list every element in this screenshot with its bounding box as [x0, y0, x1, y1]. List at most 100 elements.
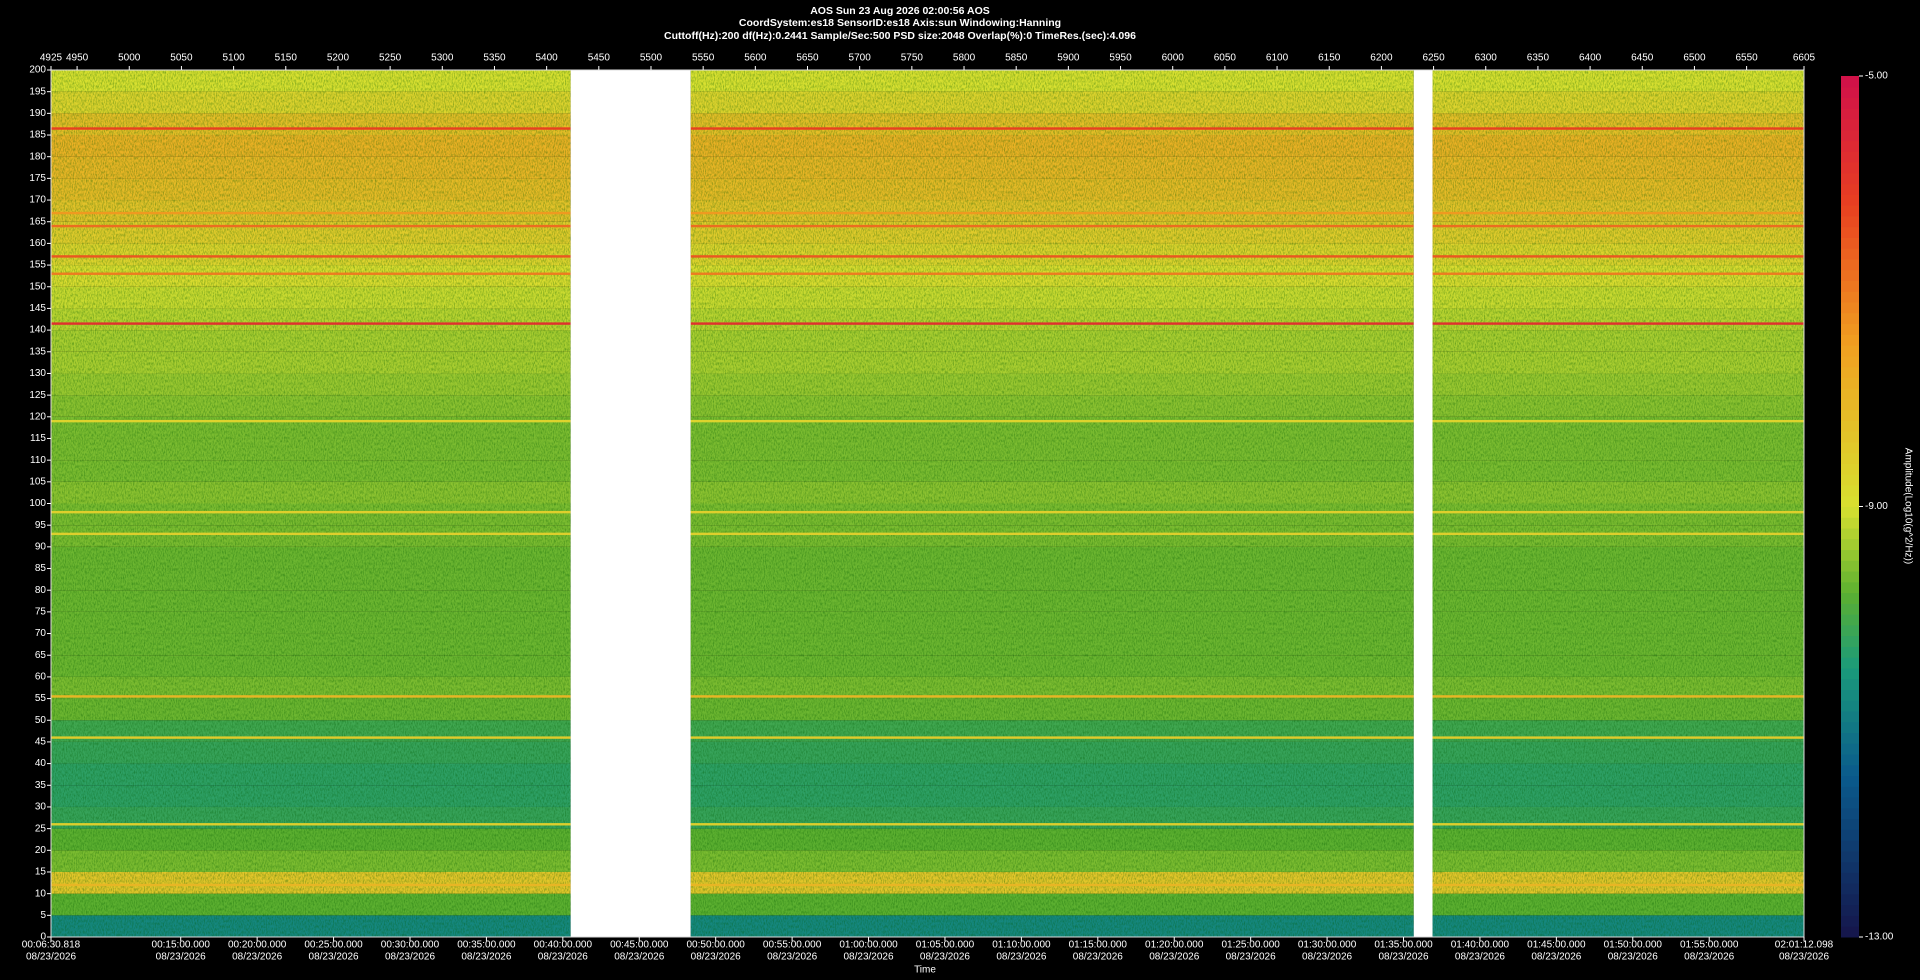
spectral-line	[690, 211, 1414, 215]
x-tick-label: 5350	[483, 53, 506, 64]
x-tick-label: 5000	[118, 53, 141, 64]
time-tick-label: 00:40:00.000	[534, 940, 593, 951]
colorbar-segment	[1841, 754, 1859, 766]
colorbar-segment	[1841, 861, 1859, 873]
y-tick-label: 50	[35, 715, 47, 726]
y-tick-label: 190	[29, 108, 46, 119]
colorbar-segment	[1841, 452, 1859, 464]
colorbar-segment	[1841, 904, 1859, 916]
date-tick-label: 08/23/2026	[996, 952, 1046, 963]
y-tick-label: 115	[30, 433, 46, 444]
x-tick-label: 5750	[901, 53, 924, 64]
colorbar-segment	[1841, 635, 1859, 647]
x-tick-label: 6050	[1214, 53, 1237, 64]
y-tick-label: 195	[29, 86, 46, 97]
x-tick-label: 5450	[588, 53, 611, 64]
colorbar-segment	[1841, 678, 1859, 690]
colorbar-segment	[1841, 172, 1859, 185]
y-tick-label: 105	[29, 476, 46, 487]
time-tick-label: 00:25:00.000	[304, 940, 363, 951]
time-tick-label: 00:35:00.000	[457, 940, 516, 951]
data-gap	[1413, 70, 1433, 937]
spectral-line	[1432, 736, 1804, 739]
date-tick-label: 08/23/2026	[156, 952, 206, 963]
y-tick-label: 45	[35, 737, 47, 748]
y-tick-label: 135	[29, 346, 46, 357]
y-tick-label: 110	[30, 455, 46, 466]
x-tick-label: 5250	[379, 53, 402, 64]
colorbar-segment	[1841, 140, 1859, 152]
x-tick-label: 5800	[953, 53, 976, 64]
date-tick-label: 08/23/2026	[309, 952, 359, 963]
time-tick-label: 01:40:00.000	[1451, 940, 1510, 951]
header-line: AOS Sun 23 Aug 2026 02:00:56 AOS	[810, 5, 990, 17]
y-tick-label: 40	[35, 758, 47, 769]
colorbar-segment	[1841, 237, 1859, 249]
colorbar-segment	[1841, 86, 1859, 99]
colorbar-segment	[1841, 700, 1859, 712]
y-tick-label: 30	[35, 802, 47, 813]
y-tick-label: 60	[35, 672, 47, 683]
date-tick-label: 08/23/2026	[232, 952, 282, 963]
y-tick-label: 15	[35, 867, 47, 878]
x-tick-label: 5100	[222, 53, 245, 64]
colorbar-segment	[1841, 162, 1859, 174]
date-tick-label: 08/23/2026	[461, 952, 511, 963]
colorbar-segment	[1841, 377, 1859, 389]
colorbar-segment	[1841, 667, 1859, 680]
colorbar-segment	[1841, 646, 1859, 658]
y-tick-label: 70	[35, 628, 47, 639]
colorbar-segment	[1841, 76, 1859, 88]
spectral-line	[690, 883, 1414, 887]
y-tick-label: 200	[29, 65, 46, 76]
colorbar-segment	[1841, 441, 1859, 454]
date-tick-label: 08/23/2026	[1302, 952, 1352, 963]
date-tick-label: 08/23/2026	[1684, 952, 1734, 963]
spectral-line	[1432, 224, 1804, 228]
colorbar-segment	[1841, 743, 1859, 755]
colorbar-segment	[1841, 538, 1859, 551]
spectral-line	[1432, 883, 1804, 887]
spectral-line	[51, 532, 571, 536]
y-tick-label: 130	[29, 368, 46, 379]
x-tick-label: 6150	[1318, 53, 1341, 64]
colorbar-segment	[1841, 312, 1859, 325]
x-tick-label: 6400	[1579, 53, 1602, 64]
y-tick-label: 120	[29, 411, 46, 422]
noise-texture	[51, 70, 571, 937]
spectral-line	[1432, 419, 1804, 423]
spectral-line	[51, 272, 571, 275]
time-tick-label: 01:50:00.000	[1604, 940, 1663, 951]
x-tick-label: 5650	[796, 53, 819, 64]
y-tick-label: 170	[29, 195, 46, 206]
colorbar-segment	[1841, 926, 1859, 938]
x-tick-label: 5300	[431, 53, 454, 64]
y-tick-label: 100	[29, 498, 46, 509]
y-tick-label: 55	[35, 693, 47, 704]
header-line: Cuttoff(Hz):200 df(Hz):0.2441 Sample/Sec…	[664, 30, 1136, 42]
x-tick-label: 6200	[1370, 53, 1393, 64]
colorbar-segment	[1841, 205, 1859, 217]
spectral-line	[1432, 272, 1804, 275]
colorbar-segment	[1841, 258, 1859, 271]
spectral-line	[1432, 322, 1804, 325]
date-tick-label: 08/23/2026	[538, 952, 588, 963]
spectral-line	[51, 883, 571, 887]
colorbar-label: Amplitude(Log10(g^2/Hz))	[1902, 448, 1913, 564]
colorbar-segment	[1841, 732, 1859, 744]
x-tick-label: 5950	[1109, 53, 1132, 64]
x-tick-label: 5900	[1057, 53, 1080, 64]
time-tick-label: 01:30:00.000	[1298, 940, 1357, 951]
x-tick-label: 5600	[744, 53, 767, 64]
spectral-line	[690, 532, 1414, 536]
time-tick-label: 01:20:00.000	[1145, 940, 1204, 951]
time-tick-label: 01:45:00.000	[1527, 940, 1586, 951]
colorbar-segment	[1841, 463, 1859, 475]
header-line: CoordSystem:es18 SensorID:es18 Axis:sun …	[739, 17, 1061, 29]
date-tick-label: 08/23/2026	[385, 952, 435, 963]
spectral-line	[1432, 211, 1804, 215]
spectral-line	[51, 127, 571, 130]
y-tick-label: 20	[35, 845, 47, 856]
